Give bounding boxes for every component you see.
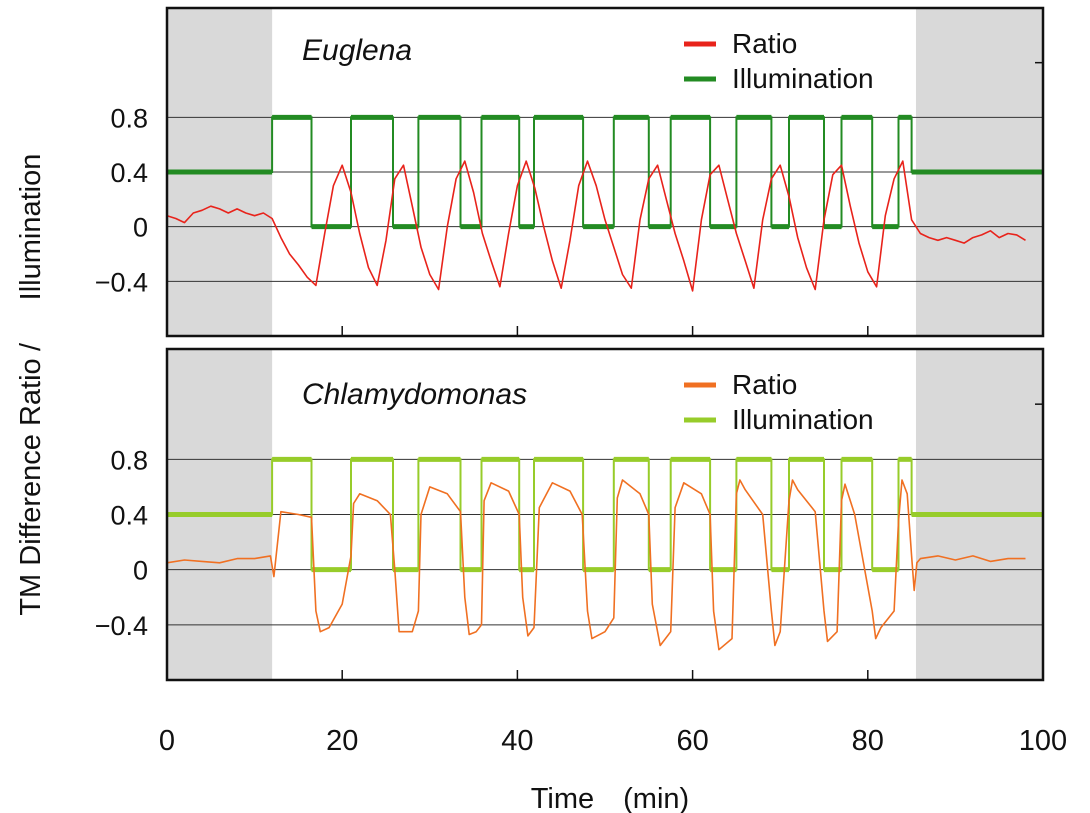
y-tick-label: 0 [133, 556, 148, 586]
y-tick-label: 0.4 [110, 158, 148, 188]
y-tick-labels: −0.4 0 0.4 0.8 [95, 103, 148, 297]
gridlines [167, 403, 1043, 680]
series-ratio-line [166, 479, 1026, 651]
y-tick-label: 0.8 [110, 445, 148, 475]
series-ratio-line [166, 160, 1026, 292]
panel-title: Euglena [302, 34, 412, 67]
y-axis-label-separator: / [15, 342, 47, 351]
y-axis-label-right: Illumination [15, 154, 47, 301]
y-tick-label: 0 [133, 213, 148, 243]
plot-frame [165, 347, 1045, 682]
y-axis-label: TM Difference Ratio / Illumination [15, 154, 47, 616]
y-tick-labels: −0.4 0 0.4 0.8 [95, 445, 148, 640]
legend-label-illumination: Illumination [732, 63, 874, 94]
panel-title: Chlamydomonas [302, 378, 527, 411]
y-tick-label: 0.4 [110, 501, 148, 531]
chart-panel-chlamydomonas: −0.4 0 0.4 0.8 Chlamydomonas Ratio Illumina… [95, 347, 1045, 682]
legend: Ratio Illumination [684, 28, 874, 94]
legend-label-illumination: Illumination [732, 404, 874, 435]
x-tick-label: 80 [852, 725, 884, 757]
x-tick-label: 20 [326, 725, 358, 757]
y-tick-label: −0.4 [95, 267, 148, 297]
y-axis-label-left: TM Difference Ratio [15, 358, 47, 615]
y-tick-label: −0.4 [95, 611, 148, 641]
x-tick-labels: 0 20 40 60 80 100 [159, 725, 1067, 757]
chart-panel-euglena: −0.4 0 0.4 0.8 Euglena Ratio Illumination [95, 6, 1045, 338]
plot-frame [165, 6, 1045, 338]
legend: Ratio Illumination [684, 369, 874, 435]
x-tick-label: 60 [676, 725, 708, 757]
series-lines [166, 456, 1043, 651]
series-lines [166, 114, 1043, 292]
legend-label-ratio: Ratio [732, 369, 797, 400]
y-tick-label: 0.8 [110, 103, 148, 133]
x-tick-label: 0 [159, 725, 175, 757]
x-tick-label: 40 [501, 725, 533, 757]
legend-label-ratio: Ratio [732, 28, 797, 59]
gridlines [167, 61, 1043, 336]
x-axis-label: Time (min) [531, 783, 689, 813]
x-tick-label: 100 [1019, 725, 1067, 757]
